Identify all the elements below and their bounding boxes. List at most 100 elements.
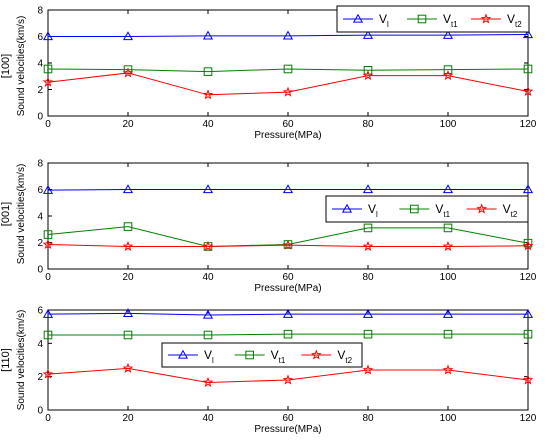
legend-label-main: V: [337, 348, 345, 362]
legend-label-main: V: [379, 12, 387, 26]
x-tick-label: 80: [362, 272, 374, 283]
legend-label-main: V: [443, 12, 451, 26]
series-line: [47, 312, 528, 316]
x-tick-label: 20: [122, 413, 134, 424]
data-point: [282, 308, 294, 318]
x-tick-label: 60: [282, 119, 294, 130]
y-tick-label: 6: [37, 185, 43, 196]
data-point: [42, 76, 54, 87]
legend-label-sub: l: [387, 20, 389, 29]
data-point: [522, 308, 534, 318]
legend-label-main: V: [204, 348, 212, 362]
legend-marker: [410, 204, 419, 214]
data-point: [122, 240, 134, 251]
x-tick-label: 0: [45, 413, 51, 424]
legend-label: Vt2: [507, 12, 522, 29]
crystal-direction-label: [100]: [0, 54, 12, 78]
data-point: [122, 67, 134, 78]
series-star: [42, 362, 534, 388]
y-tick-label: 8: [37, 6, 43, 17]
y-tick-label: 6: [37, 306, 43, 317]
series-line: [48, 34, 529, 37]
legend-label-main: V: [271, 348, 279, 362]
data-point: [442, 184, 454, 194]
legend: Vl Vt1 Vt2: [325, 195, 529, 223]
legend-label-main: V: [503, 202, 511, 216]
x-tick-label: 40: [202, 272, 214, 283]
legend-label-sub: l: [376, 210, 378, 219]
legend-marker: [417, 14, 427, 24]
data-point: [282, 30, 294, 40]
y-tick-label: 6: [37, 32, 43, 43]
data-point: [202, 376, 214, 388]
data-point: [283, 64, 293, 74]
legend-label-sub: t2: [511, 210, 518, 219]
data-point: [442, 308, 454, 318]
legend-label: Vt1: [443, 12, 458, 29]
y-tick-label: 2: [37, 372, 43, 383]
legend-label-sub: t1: [279, 356, 286, 365]
data-point: [202, 89, 214, 100]
legend-marker: [341, 203, 353, 213]
data-point: [523, 329, 533, 339]
legend-label: Vl: [204, 348, 214, 365]
x-tick-label: 100: [440, 413, 457, 424]
series-star: [42, 238, 534, 251]
x-tick-label: 40: [202, 119, 214, 130]
data-point: [522, 184, 534, 194]
y-tick-label: 0: [37, 406, 43, 417]
chart-panel-3: 0 20 40 60 80 100 120 0 2 4 6 Pressure(MPa) Sound ve…: [0, 306, 537, 436]
x-tick-label: 60: [282, 413, 294, 424]
data-point: [202, 30, 214, 40]
data-point: [42, 308, 54, 318]
data-point: [522, 85, 534, 97]
legend-label-sub: t2: [515, 20, 522, 29]
legend-marker: [352, 13, 364, 23]
series-line: [47, 72, 529, 96]
data-point: [203, 330, 213, 340]
y-tick-label: 0: [37, 112, 43, 123]
legend-label-sub: t1: [451, 20, 458, 29]
legend-label-main: V: [368, 202, 376, 216]
data-point: [43, 330, 53, 340]
series-line: [47, 367, 529, 384]
data-point: [123, 222, 133, 231]
data-point: [523, 238, 533, 248]
y-axis-label: Sound velocities(km/s): [16, 310, 27, 411]
x-tick-label: 0: [45, 119, 51, 130]
x-tick-label: 0: [45, 272, 51, 283]
data-point: [362, 70, 374, 81]
y-tick-label: 4: [37, 212, 43, 223]
data-point: [362, 240, 374, 251]
data-point: [443, 329, 453, 339]
data-point: [122, 184, 134, 194]
chart-panel-1: 0 20 40 60 80 100 120 0 2 4 6 8 Pressure(MPa) Sound v…: [0, 5, 537, 141]
x-axis-label: Pressure(MPa): [254, 283, 321, 294]
data-point: [282, 184, 294, 194]
x-tick-label: 20: [122, 119, 134, 130]
data-point: [522, 29, 534, 39]
data-point: [42, 238, 54, 250]
y-tick-label: 8: [37, 159, 43, 170]
x-tick-label: 100: [440, 272, 457, 283]
data-point: [363, 65, 373, 75]
data-point: [443, 65, 453, 74]
legend-marker: [311, 349, 322, 360]
data-point: [42, 368, 54, 379]
series-line: [47, 189, 528, 191]
data-point: [362, 29, 374, 39]
data-point: [522, 374, 534, 385]
crystal-direction-label: [001]: [0, 202, 12, 226]
legend-label-sub: t2: [345, 356, 352, 365]
data-point: [363, 223, 373, 233]
x-tick-label: 40: [202, 413, 214, 424]
y-tick-label: 0: [37, 265, 43, 276]
series-square: [43, 329, 533, 340]
series-triangle: [42, 184, 534, 194]
legend-label: Vt1: [271, 348, 286, 365]
legend-marker: [476, 203, 487, 214]
x-tick-label: 120: [520, 272, 537, 283]
legend: Vl Vt1 Vt2: [336, 5, 530, 33]
series-star: [42, 67, 534, 100]
data-point: [362, 308, 374, 318]
